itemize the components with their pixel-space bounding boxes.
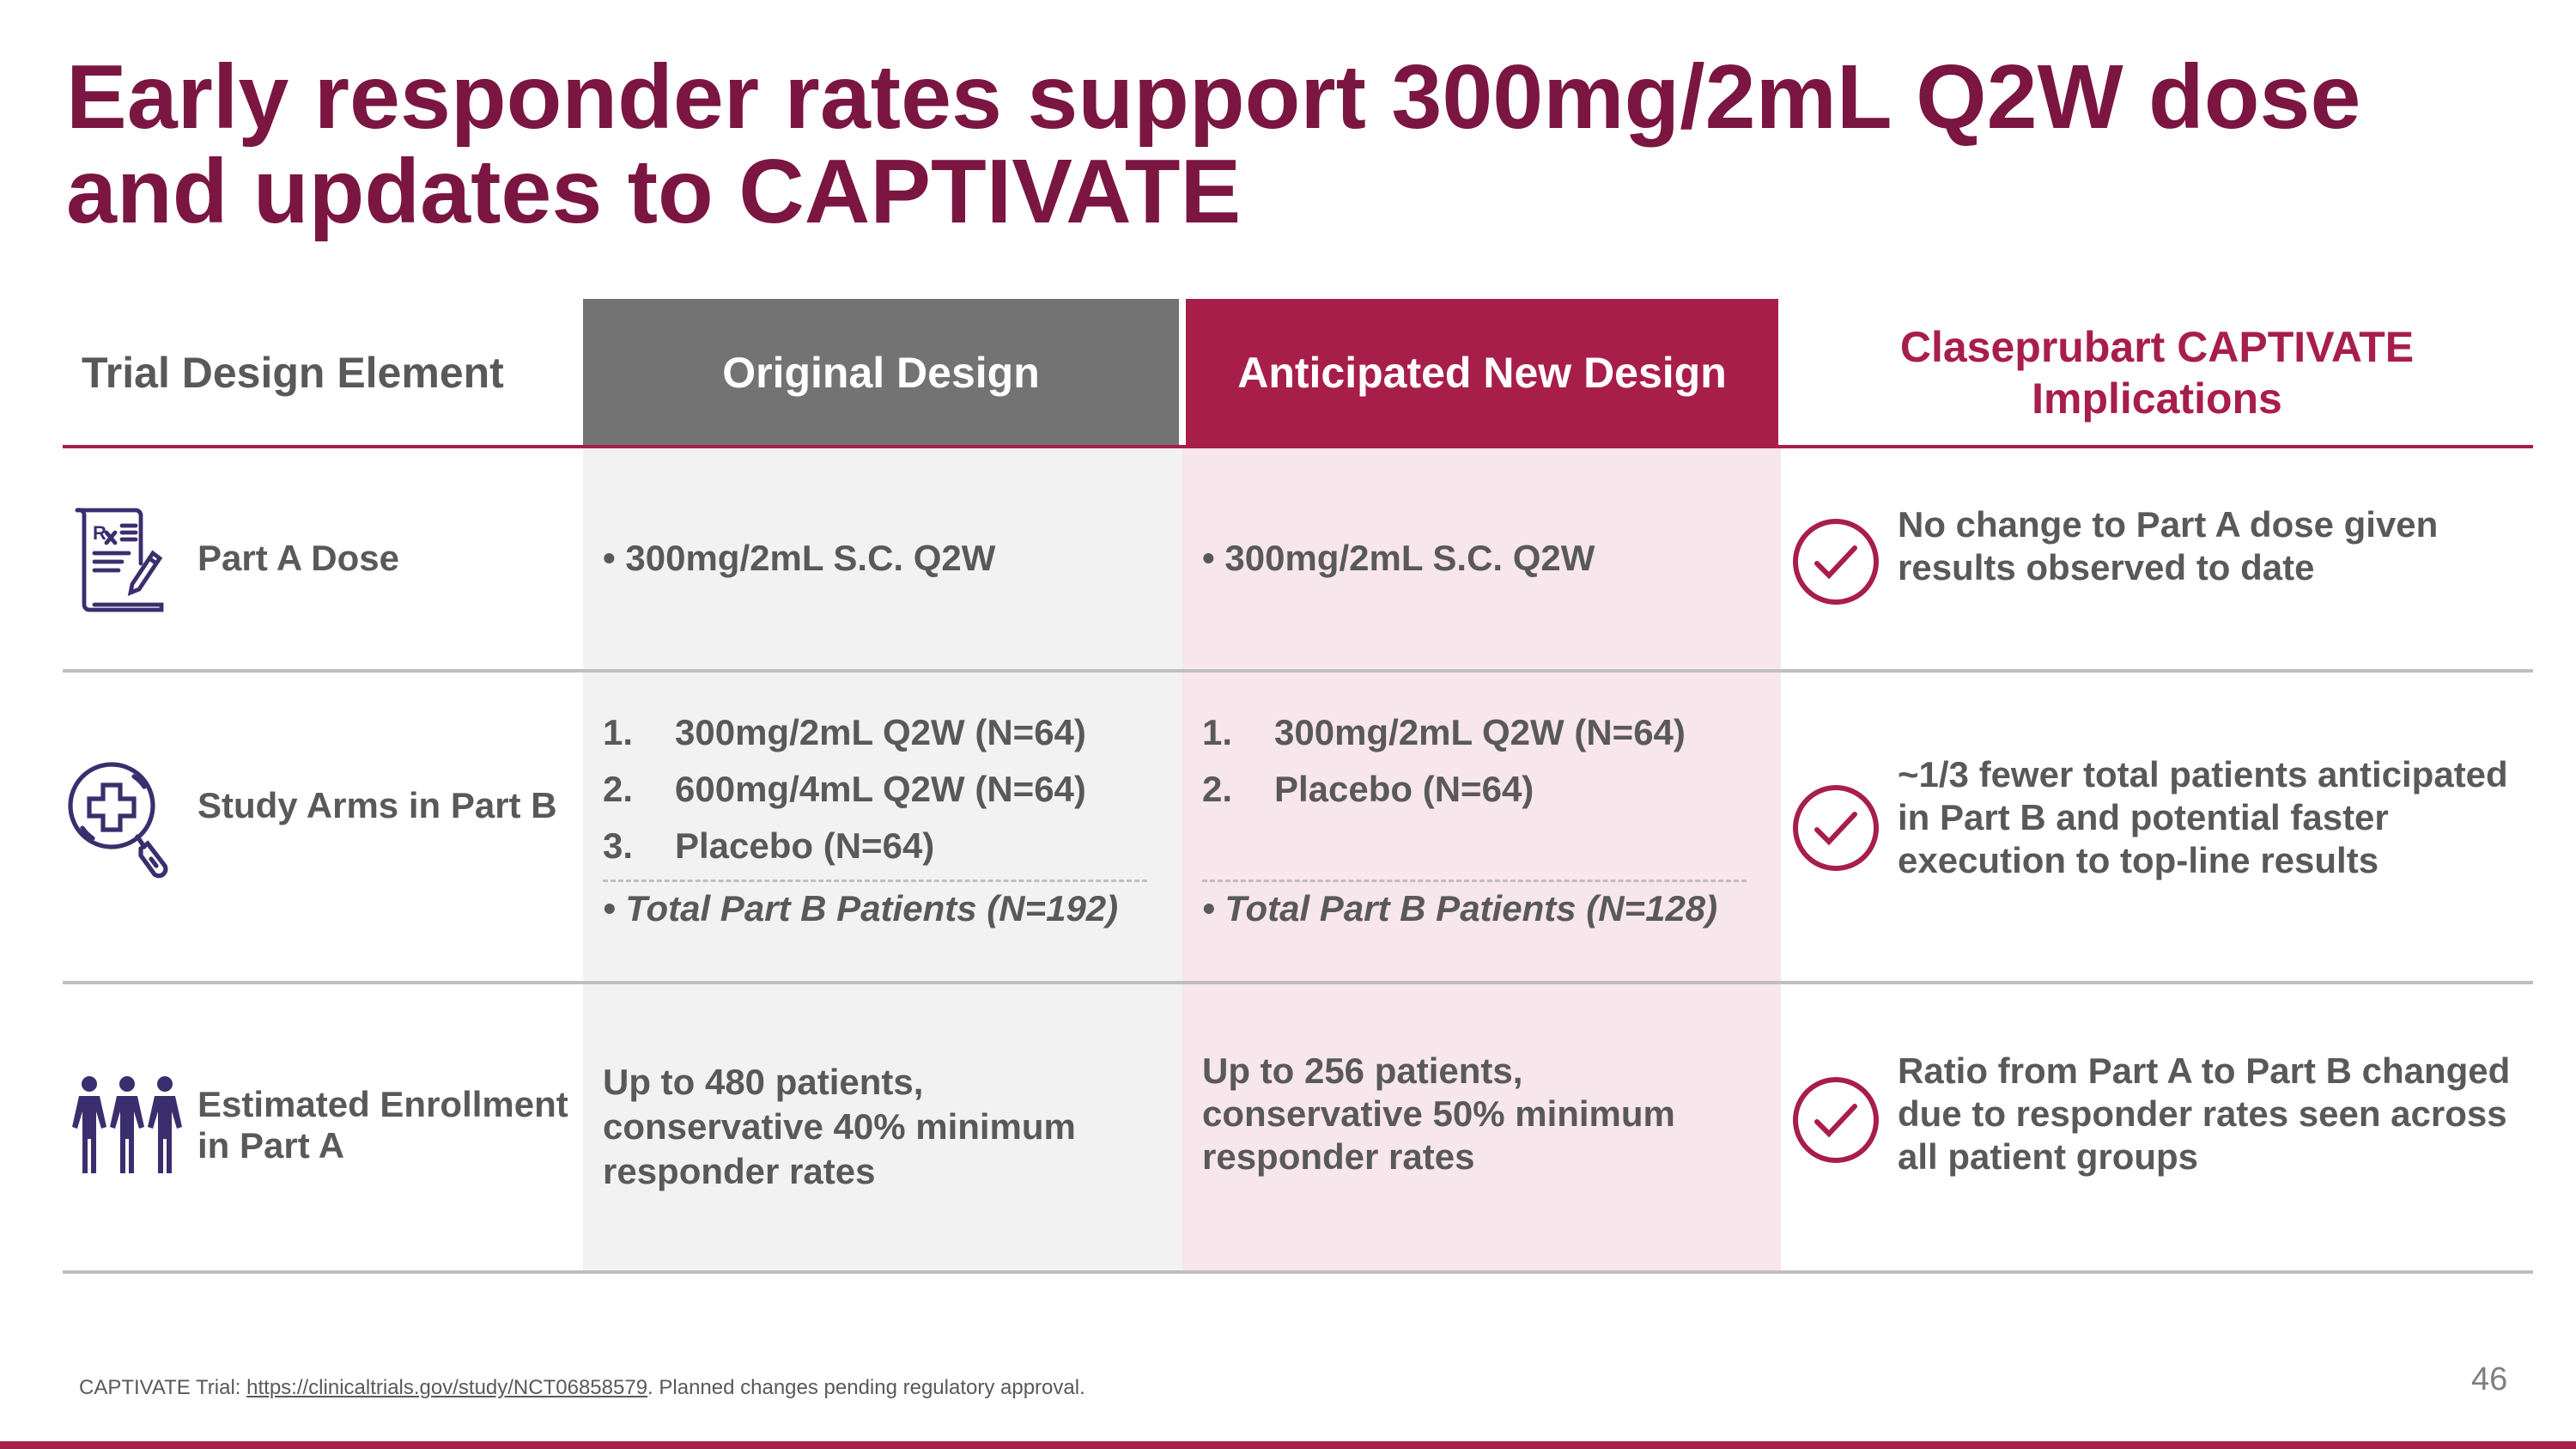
bottom-bar xyxy=(0,1441,2576,1449)
list-item: 2. Placebo (N=64) xyxy=(1202,768,1747,811)
magnifier-medical-cross-icon xyxy=(68,762,168,879)
list-item: 1. 300mg/2mL Q2W (N=64) xyxy=(1202,711,1747,754)
implication-study-arms: ~1/3 fewer total patients anticipated in… xyxy=(1898,753,2508,880)
check-circle-icon xyxy=(1793,1077,1879,1163)
item-number: 2. xyxy=(603,769,634,809)
row-divider xyxy=(63,669,2533,673)
prescription-icon: R xyxy=(75,508,164,612)
people-group-icon xyxy=(72,1076,182,1173)
new-part-a-dose: • 300mg/2mL S.C. Q2W xyxy=(1202,537,1595,578)
check-circle-icon xyxy=(1793,519,1879,605)
footnote-prefix: CAPTIVATE Trial: xyxy=(79,1376,247,1399)
original-column-bg xyxy=(583,447,1182,1272)
item-text: Placebo (N=64) xyxy=(675,825,935,866)
check-circle-icon xyxy=(1793,785,1879,871)
list-item: 3. Placebo (N=64) xyxy=(603,825,1147,868)
item-number: 1. xyxy=(1202,712,1233,752)
new-column-bg xyxy=(1182,447,1781,1272)
original-part-a-dose: • 300mg/2mL S.C. Q2W xyxy=(603,537,996,578)
page-number: 46 xyxy=(2471,1361,2508,1397)
row-label-part-a-dose: Part A Dose xyxy=(197,538,399,578)
list-item: 2. 600mg/4mL Q2W (N=64) xyxy=(603,768,1147,811)
total-patients: • Total Part B Patients (N=128) xyxy=(1202,888,1718,928)
item-text: 300mg/2mL Q2W (N=64) xyxy=(1274,712,1686,752)
footnote: CAPTIVATE Trial: https://clinicaltrials.… xyxy=(79,1376,1085,1400)
footnote-suffix: . Planned changes pending regulatory app… xyxy=(647,1376,1085,1399)
header-divider xyxy=(63,445,2533,448)
list-item: 1. 300mg/2mL Q2W (N=64) xyxy=(603,711,1147,754)
original-enrollment: Up to 480 patients, conservative 40% min… xyxy=(603,1061,1076,1191)
new-study-arms: 1. 300mg/2mL Q2W (N=64) 2. Placebo (N=64) … xyxy=(1202,704,1747,930)
item-number: 3. xyxy=(603,825,634,866)
trial-link[interactable]: https://clinicaltrials.gov/study/NCT0685… xyxy=(246,1376,648,1399)
dashed-divider xyxy=(603,880,1147,882)
new-enrollment: Up to 256 patients, conservative 50% min… xyxy=(1202,1050,1675,1177)
header-implications: Claseprubart CAPTIVATE Implications xyxy=(1899,323,2415,423)
header-trial-design-element: Trial Design Element xyxy=(82,349,504,397)
row-divider xyxy=(63,1270,2533,1274)
item-text: 300mg/2mL Q2W (N=64) xyxy=(675,712,1086,752)
header-original-design: Original Design xyxy=(583,299,1179,447)
original-study-arms: 1. 300mg/2mL Q2W (N=64) 2. 600mg/4mL Q2W (… xyxy=(603,704,1147,930)
implication-part-a-dose: No change to Part A dose given results o… xyxy=(1898,503,2439,588)
dashed-divider xyxy=(1202,880,1747,882)
svg-text:R: R xyxy=(93,522,106,544)
row-label-estimated-enrollment: Estimated Enrollment in Part A xyxy=(197,1084,568,1166)
implication-enrollment: Ratio from Part A to Part B changed due … xyxy=(1898,1050,2511,1177)
row-divider xyxy=(63,981,2533,984)
total-patients: • Total Part B Patients (N=192) xyxy=(603,888,1119,928)
item-text: Placebo (N=64) xyxy=(1274,769,1534,809)
row-label-study-arms: Study Arms in Part B xyxy=(197,785,557,825)
header-anticipated-new-design: Anticipated New Design xyxy=(1186,299,1778,447)
item-number: 2. xyxy=(1202,769,1233,809)
item-number: 1. xyxy=(603,712,634,752)
item-text: 600mg/4mL Q2W (N=64) xyxy=(675,769,1086,809)
page-title: Early responder rates support 300mg/2mL … xyxy=(66,46,2361,242)
